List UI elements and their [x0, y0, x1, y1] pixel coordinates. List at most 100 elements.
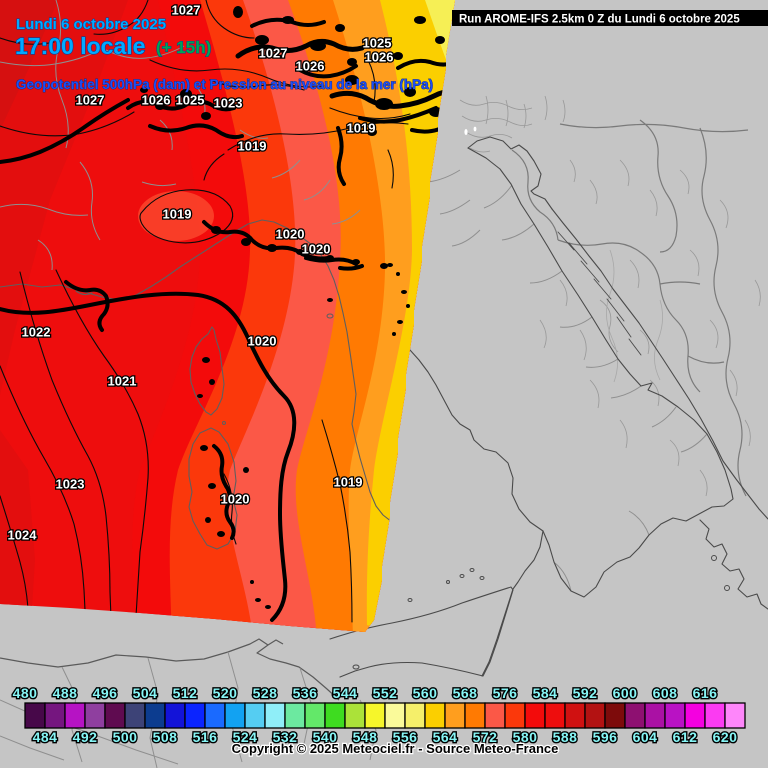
- scale-label-top: 528: [253, 685, 278, 701]
- scale-swatch: [304, 702, 326, 729]
- scale-label-bottom: 612: [673, 729, 698, 745]
- scale-label-bottom: 500: [113, 729, 138, 745]
- scale-label-bottom: 572: [473, 729, 498, 745]
- scale-swatch: [104, 702, 126, 729]
- pressure-label: 1024: [8, 528, 38, 543]
- scale-swatch: [404, 702, 426, 729]
- pressure-label: 1019: [347, 121, 376, 136]
- scale-label-bottom: 524: [233, 729, 258, 745]
- scale-swatch: [444, 702, 466, 729]
- scale-swatch: [564, 702, 586, 729]
- run-bar: Run AROME-IFS 2.5km 0 Z du Lundi 6 octob…: [452, 10, 768, 26]
- scale-swatch: [224, 702, 246, 729]
- scale-label-top: 480: [13, 685, 38, 701]
- low-pocket: [138, 191, 214, 241]
- scale-swatch: [704, 702, 726, 729]
- coastlines: [329, 136, 768, 678]
- scale-swatch: [664, 702, 686, 729]
- pressure-label: 1027: [76, 93, 105, 108]
- scale-label-top: 552: [373, 685, 398, 701]
- scale-label-bottom: 580: [513, 729, 538, 745]
- scale-label-bottom: 596: [593, 729, 618, 745]
- scale-label-bottom: 548: [353, 729, 378, 745]
- scale-label-bottom: 620: [713, 729, 738, 745]
- scale-label-bottom: 540: [313, 729, 338, 745]
- scale-label-bottom: 532: [273, 729, 298, 745]
- scale-label-bottom: 508: [153, 729, 178, 745]
- scale-swatch: [684, 702, 706, 729]
- scale-label-bottom: 588: [553, 729, 578, 745]
- pressure-label: 1025: [176, 93, 205, 108]
- geopotential-color-scale: 480 488 496 504 512 520 528 536 544 552 560 568 576 5…: [11, 684, 746, 746]
- pressure-label: 1023: [56, 477, 85, 492]
- scale-label-top: 608: [653, 685, 678, 701]
- copyright-label: Copyright © 2025 Meteociel.fr - Source M…: [232, 741, 559, 756]
- scale-swatch: [284, 702, 306, 729]
- scale-label-top: 616: [693, 685, 718, 701]
- pressure-label: 1023: [214, 96, 243, 111]
- pressure-label: 1026: [296, 59, 325, 74]
- scale-swatch: [624, 702, 646, 729]
- run-bar-label: Run AROME-IFS 2.5km 0 Z du Lundi 6 octob…: [459, 14, 740, 26]
- scale-label-top: 584: [533, 685, 558, 701]
- forecast-offset-label: (+ 15h): [156, 38, 211, 57]
- scale-swatch: [604, 702, 626, 729]
- scale-label-bottom: 484: [33, 729, 58, 745]
- pressure-label: 1020: [248, 334, 277, 349]
- small-islands: [352, 555, 730, 670]
- header: Lundi 6 octobre 2025 17:00 locale (+ 15h…: [14, 16, 433, 93]
- scale-label-top: 576: [493, 685, 518, 701]
- pressure-label: 1022: [22, 325, 51, 340]
- scale-swatch: [44, 702, 66, 729]
- pressure-label: 1020: [302, 242, 331, 257]
- pressure-label: 1021: [108, 374, 137, 389]
- pressure-label: 1019: [334, 475, 363, 490]
- scale-swatch: [484, 702, 506, 729]
- date-label: Lundi 6 octobre 2025: [16, 16, 166, 33]
- isobars-thin: [0, 0, 411, 623]
- scale-swatch: [364, 702, 386, 729]
- scale-swatch: [344, 702, 366, 729]
- italy-region-borders: [427, 169, 708, 592]
- scale-label-top: 504: [133, 685, 158, 701]
- pressure-label: 1020: [221, 492, 250, 507]
- scale-swatch: [424, 702, 446, 729]
- scale-swatch: [644, 702, 666, 729]
- scale-label-top: 560: [413, 685, 438, 701]
- scale-label-top: 496: [93, 685, 118, 701]
- scale-label-top: 600: [613, 685, 638, 701]
- pressure-label: 1026: [142, 93, 171, 108]
- pressure-label: 1026: [365, 50, 394, 65]
- scale-swatch: [204, 702, 226, 729]
- scale-swatch: [524, 702, 546, 729]
- scale-label-top: 488: [53, 685, 78, 701]
- scale-label-top: 592: [573, 685, 598, 701]
- scale-swatch: [244, 702, 266, 729]
- scale-label-top: 520: [213, 685, 238, 701]
- map-subtitle: Geopotentiel 500hPa (dam) et Pression au…: [16, 77, 433, 92]
- scale-label-top: 568: [453, 685, 478, 701]
- scale-swatch: [264, 702, 286, 729]
- scale-swatch: [384, 702, 406, 729]
- scale-swatch: [124, 702, 146, 729]
- scale-label-top: 536: [293, 685, 318, 701]
- scale-swatch: [184, 702, 206, 729]
- pressure-label: 1027: [259, 46, 288, 61]
- scale-label-bottom: 604: [633, 729, 658, 745]
- pressure-label: 1019: [238, 139, 267, 154]
- scale-swatch: [724, 702, 746, 729]
- scale-label-bottom: 492: [73, 729, 98, 745]
- scale-label-bottom: 556: [393, 729, 418, 745]
- pressure-label: 1019: [163, 207, 192, 222]
- scale-swatch: [324, 702, 346, 729]
- scale-swatch: [144, 702, 166, 729]
- country-borders: [511, 119, 749, 497]
- scale-swatch: [504, 702, 526, 729]
- scale-label-bottom: 564: [433, 729, 458, 745]
- pressure-label: 1020: [276, 227, 305, 242]
- scale-swatch: [64, 702, 86, 729]
- scale-swatch: [544, 702, 566, 729]
